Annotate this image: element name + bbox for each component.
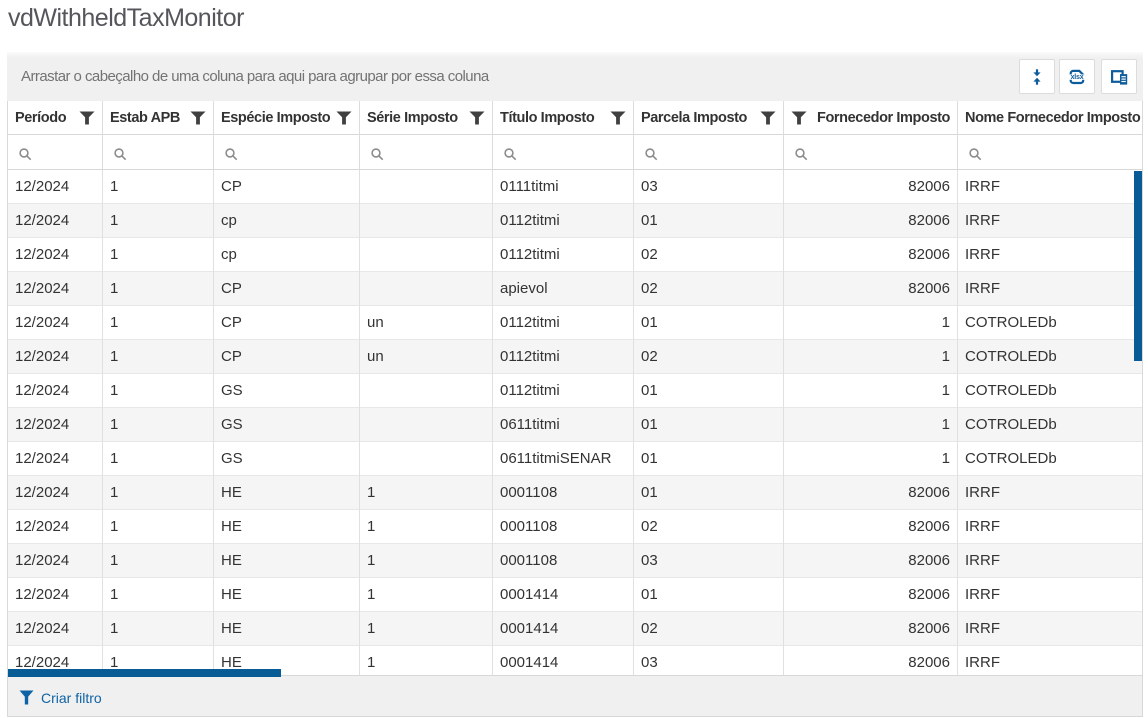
svg-text:xlsx: xlsx [1071,74,1084,81]
